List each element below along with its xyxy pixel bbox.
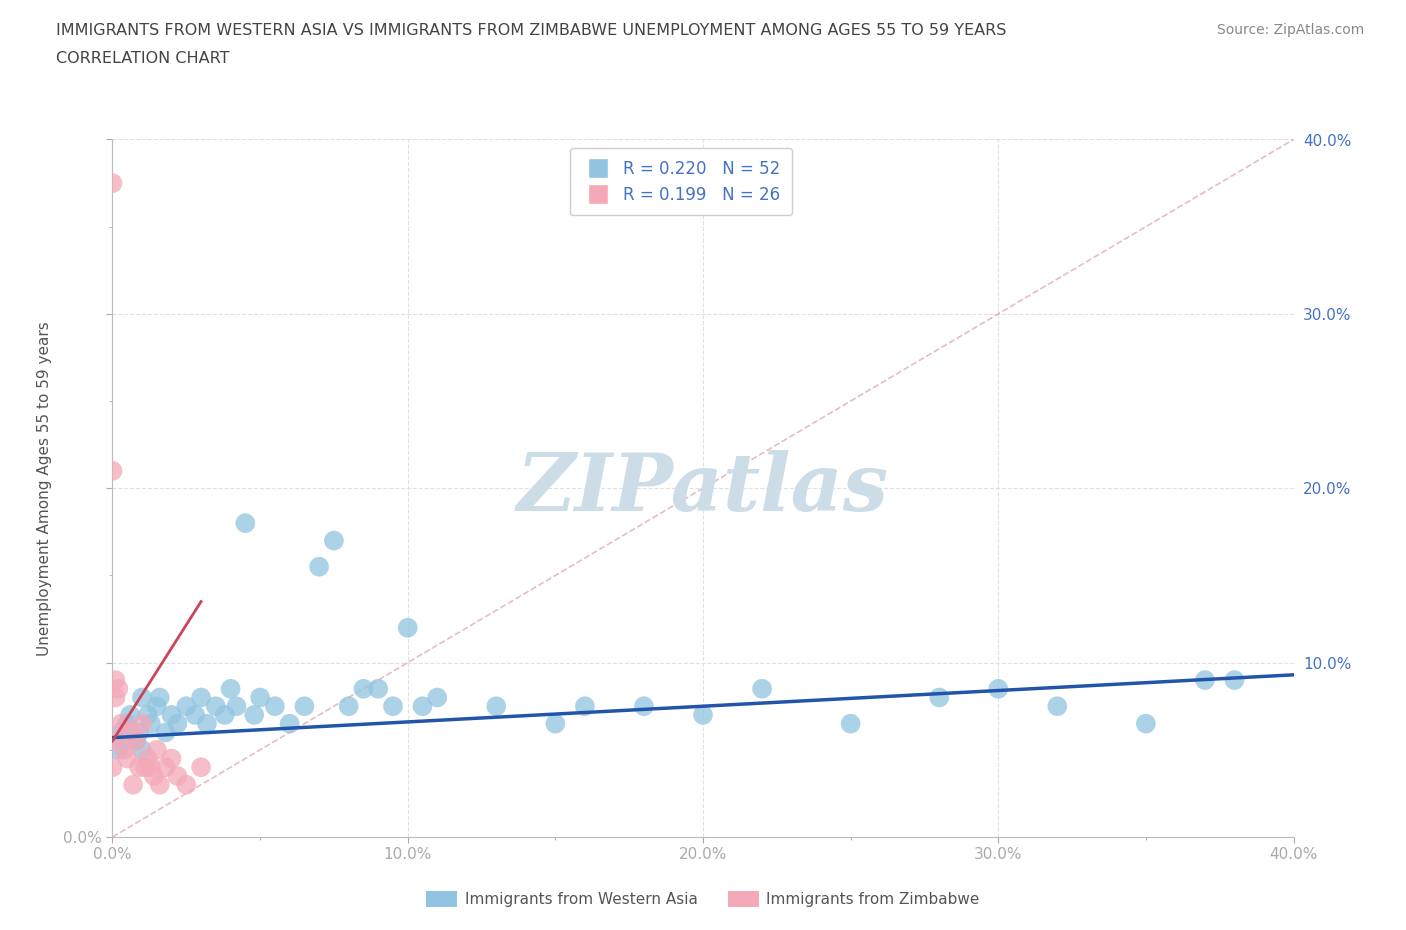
Point (139, 760, 162, 775)
Point (278, 716, 301, 731)
Text: ZIPatlas: ZIPatlas (517, 449, 889, 527)
Point (146, 742, 169, 757)
Point (839, 716, 862, 731)
Point (174, 777, 197, 792)
Point (101, 176, 124, 191)
Point (166, 716, 188, 731)
Point (128, 725, 150, 740)
Point (426, 690, 449, 705)
Point (352, 682, 374, 697)
Point (323, 533, 346, 548)
Point (131, 716, 153, 731)
Point (928, 690, 950, 705)
Point (142, 768, 165, 783)
Legend: Immigrants from Western Asia, Immigrants from Zimbabwe: Immigrants from Western Asia, Immigrants… (420, 884, 986, 913)
Text: IMMIGRANTS FROM WESTERN ASIA VS IMMIGRANTS FROM ZIMBABWE UNEMPLOYMENT AMONG AGES: IMMIGRANTS FROM WESTERN ASIA VS IMMIGRAN… (56, 23, 1007, 38)
Point (107, 742, 129, 757)
Point (136, 751, 159, 766)
Point (134, 760, 156, 775)
Text: CORRELATION CHART: CORRELATION CHART (56, 51, 229, 66)
Point (110, 725, 132, 740)
Point (411, 698, 433, 713)
Point (149, 777, 172, 792)
Point (1135, 716, 1157, 731)
Point (110, 716, 132, 731)
Point (308, 559, 330, 574)
Point (190, 690, 212, 705)
Point (112, 742, 135, 757)
Point (136, 708, 159, 723)
Point (751, 682, 773, 697)
Point (122, 777, 145, 792)
Point (243, 708, 266, 723)
Point (149, 690, 172, 705)
Point (112, 734, 135, 749)
Point (396, 620, 419, 635)
Point (1194, 672, 1216, 687)
Text: Source: ZipAtlas.com: Source: ZipAtlas.com (1216, 23, 1364, 37)
Point (214, 708, 236, 723)
Point (117, 751, 138, 766)
Point (205, 698, 228, 713)
Point (139, 716, 162, 731)
Point (155, 760, 177, 775)
Point (101, 734, 124, 749)
Point (166, 768, 188, 783)
Legend: R = 0.220   N = 52, R = 0.199   N = 26: R = 0.220 N = 52, R = 0.199 N = 26 (569, 148, 792, 216)
Point (174, 698, 197, 713)
Point (190, 760, 212, 775)
Point (125, 734, 148, 749)
Point (1223, 672, 1246, 687)
Point (184, 708, 207, 723)
Point (104, 672, 127, 687)
Point (155, 725, 177, 740)
Point (146, 698, 169, 713)
Point (160, 751, 183, 766)
Point (131, 742, 153, 757)
Point (128, 760, 150, 775)
Point (382, 698, 405, 713)
Y-axis label: Unemployment Among Ages 55 to 59 years: Unemployment Among Ages 55 to 59 years (37, 321, 52, 656)
Point (337, 698, 360, 713)
Point (692, 708, 714, 723)
Point (633, 698, 655, 713)
Point (195, 716, 218, 731)
Point (574, 698, 596, 713)
Point (131, 690, 153, 705)
Point (120, 708, 142, 723)
Point (104, 690, 127, 705)
Point (1046, 698, 1069, 713)
Point (219, 682, 242, 697)
Point (292, 698, 315, 713)
Point (485, 698, 508, 713)
Point (120, 725, 142, 740)
Point (160, 708, 183, 723)
Point (249, 690, 271, 705)
Point (987, 682, 1010, 697)
Point (101, 463, 124, 478)
Point (367, 682, 389, 697)
Point (107, 682, 129, 697)
Point (544, 716, 567, 731)
Point (101, 760, 124, 775)
Point (225, 698, 247, 713)
Point (264, 698, 287, 713)
Point (125, 734, 148, 749)
Point (117, 716, 138, 731)
Point (233, 515, 256, 530)
